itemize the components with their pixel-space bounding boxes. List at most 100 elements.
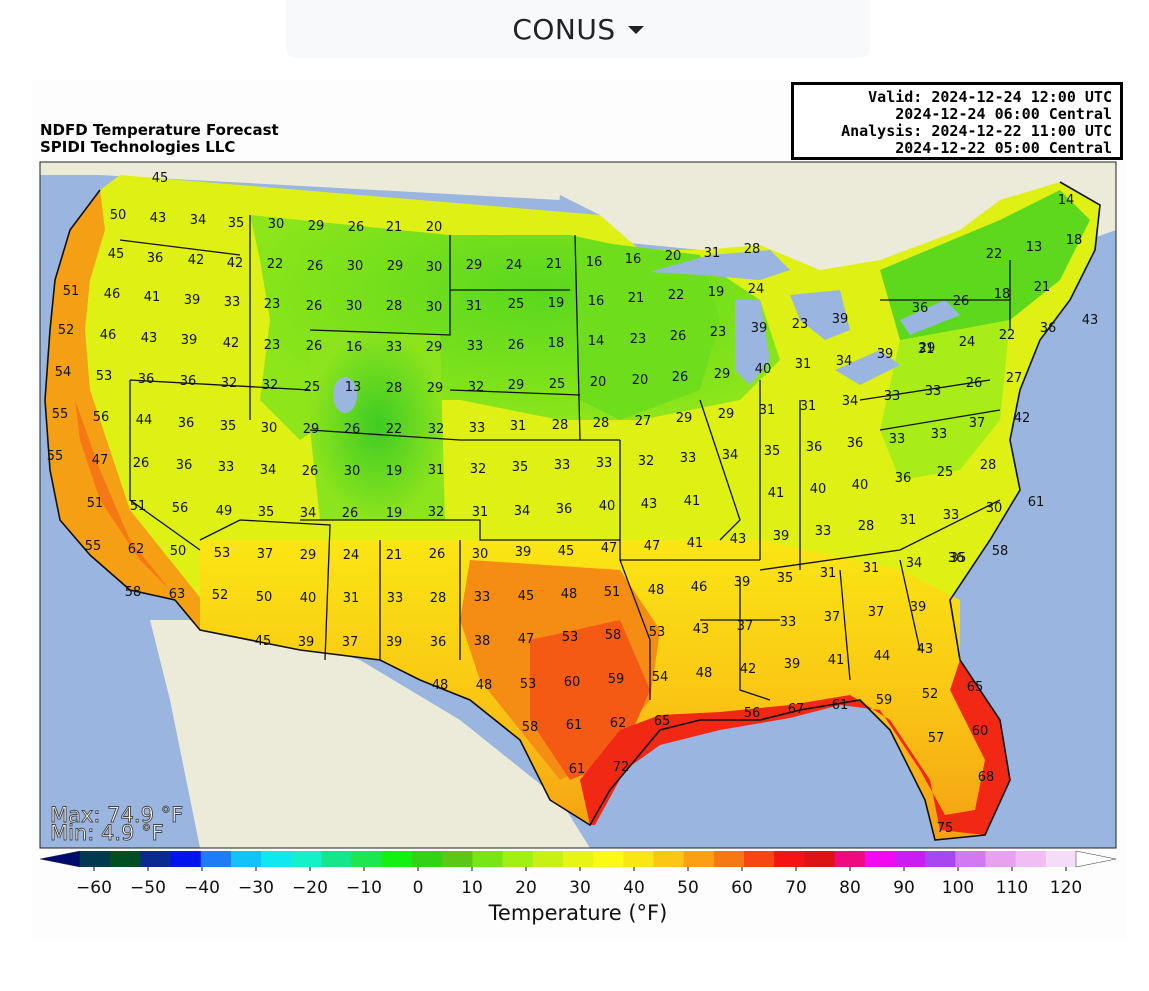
temperature-value-label: 55 [52,407,69,422]
temperature-value-label: 19 [386,506,403,521]
temperature-value-label: 40 [300,591,317,606]
border-lines [119,215,1011,701]
temperature-value-label: 21 [546,257,563,272]
colorbar-segment [683,851,715,867]
temperature-value-label: 13 [1026,240,1043,255]
temperature-value-label: 31 [820,566,837,581]
temperature-value-label: 31 [343,591,360,606]
valid-time-box: Valid: 2024-12-24 12:00 UTC 2024-12-24 0… [791,82,1123,160]
temperature-value-label: 40 [755,362,772,377]
colorbar-segment [864,851,896,867]
temperature-value-label: 40 [599,499,616,514]
colorbar-tick-label: 120 [1050,878,1082,898]
temperature-value-label: 59 [608,672,625,687]
temperature-value-label: 36 [430,635,447,650]
temperature-value-label: 52 [922,687,939,702]
temperature-value-label: 30 [261,421,278,436]
temperature-value-label: 41 [684,494,701,509]
temperature-value-label: 34 [514,504,531,519]
colorbar-segment [200,851,232,867]
temperature-value-label: 33 [469,421,486,436]
temperature-value-label: 42 [1014,411,1031,426]
temperature-value-label: 34 [836,354,853,369]
temperature-value-label: 46 [691,580,708,595]
colorbar-tick-label: 0 [413,878,424,898]
temperature-value-label: 34 [906,556,923,571]
temperature-value-label: 16 [588,294,605,309]
colorbar-tick-label: 10 [461,878,483,898]
temperature-value-label: 56 [172,501,189,516]
colorbar-tick-label: 110 [996,878,1028,898]
colorbar-segment [894,851,926,867]
temperature-value-label: 40 [852,478,869,493]
temperature-value-label: 26 [953,294,970,309]
temperature-value-label: 51 [63,284,80,299]
temperature-value-label: 58 [522,720,539,735]
temperature-value-label: 29 [508,378,525,393]
temperature-value-label: 61 [569,762,586,777]
temperature-value-label: 48 [476,678,493,693]
temperature-value-label: 37 [342,635,359,650]
temperature-value-label: 28 [980,458,997,473]
temperature-value-label: 41 [768,486,785,501]
temperature-value-label: 29 [676,411,693,426]
lake-superior [650,250,790,280]
colorbar-segment [140,851,172,867]
colorbar-segment [774,851,805,867]
temperature-value-label: 33 [596,456,613,471]
temperature-value-label: 39 [181,333,198,348]
temperature-value-label: 34 [260,463,277,478]
temperature-value-label: 30 [426,260,443,275]
temperature-value-label: 25 [549,377,566,392]
colorbar-segment [291,851,322,867]
temperature-value-label: 31 [704,246,721,261]
temperature-value-label: 28 [593,416,610,431]
temperature-value-label: 43 [1082,313,1099,328]
colorbar-segment [110,851,141,867]
temperature-value-label: 38 [474,634,491,649]
temperature-value-label: 31 [510,419,527,434]
colorbar-segment [532,851,564,867]
great-salt-lake [333,377,357,413]
temperature-value-label: 22 [999,328,1016,343]
temperature-value-label: 26 [672,370,689,385]
colorbar-segment [412,851,443,867]
region-selector[interactable]: CONUS [286,0,870,58]
temperature-value-label: 43 [917,642,934,657]
temperature-value-label: 22 [267,257,284,272]
temperature-value-label: 47 [644,539,661,554]
temperature-field [45,175,1100,840]
temperature-value-label: 26 [508,338,525,353]
temperature-value-label: 18 [1066,233,1083,248]
temperature-value-label: 52 [212,588,229,603]
temperature-value-label: 48 [561,587,578,602]
temperature-value-label: 26 [966,376,983,391]
state-borders [44,181,1101,841]
temperature-value-label: 48 [696,666,713,681]
colorbar-extend-high [1075,850,1117,868]
temperature-value-label: 33 [680,451,697,466]
temperature-value-label: 36 [556,502,573,517]
temperature-value-label: 59 [876,693,893,708]
northeast-cool [880,190,1090,340]
temperature-value-label: 36 [147,251,164,266]
colorbar-segment [442,851,473,867]
point-values: 45 50 43 34 35 30 29 26 21 20 14 45 36 42 42 22 26 30 29 30… [47,171,1099,836]
temperature-value-label: 36 [806,440,823,455]
temperature-value-label: 33 [224,295,241,310]
colorbar-segment [804,851,836,867]
temperature-value-label: 25 [304,380,321,395]
temperature-value-label: 42 [740,662,757,677]
temperature-value-label: 36 [912,301,929,316]
temperature-value-label: 19 [708,285,725,300]
temperature-value-label: 28 [430,591,447,606]
temperature-value-label: 23 [264,338,281,353]
temperature-value-label: 37 [737,619,754,634]
colorbar-tick-label: 20 [515,878,537,898]
temperature-value-label: 32 [221,376,238,391]
temperature-value-label: 29 [718,407,735,422]
temperature-value-label: 34 [300,506,317,521]
temperature-value-label: 37 [257,547,274,562]
temperature-value-label: 60 [972,724,989,739]
temperature-value-label: 30 [344,464,361,479]
